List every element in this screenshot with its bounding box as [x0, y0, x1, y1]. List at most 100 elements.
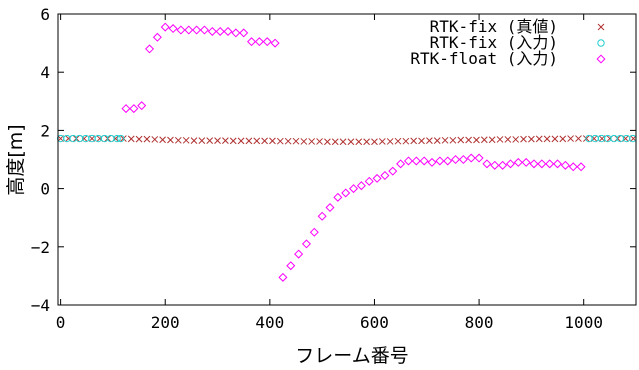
rtk-float-input-point — [184, 25, 194, 35]
legend-entry-rtk-fix-true-marker — [597, 23, 605, 31]
rtk-fix-true-point — [198, 137, 206, 144]
rtk-float-input-point — [513, 157, 523, 167]
rtk-float-input-point — [498, 160, 508, 170]
rtk-float-input-point — [223, 26, 233, 36]
rtk-float-input-point — [129, 104, 139, 114]
rtk-fix-input-point — [117, 134, 125, 143]
rtk-fix-true-point — [426, 137, 433, 144]
rtk-fix-true-point — [575, 135, 582, 142]
rtk-fix-true-point — [222, 137, 229, 144]
rtk-float-input-point — [247, 37, 257, 47]
rtk-fix-true-point — [174, 136, 182, 144]
rtk-float-input-point — [333, 192, 343, 202]
rtk-fix-true-point — [433, 137, 441, 144]
rtk-float-input-point — [490, 160, 500, 170]
rtk-fix-true-point — [300, 138, 308, 145]
rtk-fix-true-point — [206, 137, 214, 144]
rtk-fix-true-point — [551, 135, 559, 143]
rtk-float-input-point — [427, 157, 437, 167]
rtk-fix-true-point — [276, 137, 284, 145]
rtk-float-input-point — [137, 101, 147, 111]
rtk-fix-input-point — [610, 134, 618, 143]
rtk-fix-true-point — [355, 138, 363, 146]
rtk-float-input-point — [160, 22, 170, 32]
legend-entry-rtk-fix-input-marker — [597, 39, 605, 47]
legend: RTK-fix (真値)RTK-fix (入力)RTK-float (入力) — [410, 17, 606, 68]
rtk-float-input-point — [451, 154, 461, 165]
rtk-float-input-point — [411, 156, 421, 166]
rtk-fix-true-point — [371, 138, 378, 146]
rtk-fix-true-point — [269, 137, 276, 145]
rtk-float-input-point — [349, 184, 359, 194]
rtk-float-input-point — [270, 38, 280, 48]
rtk-fix-true-point — [582, 135, 590, 142]
rtk-float-input-point — [356, 181, 366, 191]
rtk-fix-true-point — [394, 137, 402, 145]
rtk-fix-true-point — [512, 136, 520, 143]
rtk-fix-true-point — [261, 137, 268, 145]
rtk-fix-true-point — [567, 135, 574, 142]
x-tick-label: 600 — [360, 313, 389, 332]
rtk-fix-true-point — [214, 137, 221, 144]
rtk-float-input-point — [341, 188, 351, 198]
rtk-fix-true-point — [120, 135, 127, 142]
rtk-float-input-point — [152, 32, 162, 42]
rtk-fix-true-point — [127, 135, 135, 143]
rtk-fix-input-point — [591, 134, 599, 143]
rtk-fix-true-point — [528, 135, 535, 143]
rtk-fix-true-point — [473, 136, 480, 144]
rtk-fix-true-point — [363, 138, 370, 146]
rtk-float-input-point — [466, 153, 476, 163]
rtk-fix-true-point — [151, 136, 159, 143]
rtk-float-input-point — [309, 227, 319, 237]
legend-entry-rtk-float-input-label: RTK-float (入力) — [410, 49, 558, 68]
rtk-fix-input-point — [100, 134, 109, 143]
rtk-fix-true-point — [488, 136, 496, 144]
rtk-float-input-point — [576, 162, 586, 172]
rtk-float-input-point — [294, 249, 304, 259]
legend-entry-rtk-fix-input-label: RTK-fix (入力) — [430, 33, 558, 52]
rtk-float-input-point — [403, 156, 413, 166]
rtk-fix-input-point — [622, 134, 631, 143]
rtk-fix-true-point — [331, 138, 339, 146]
x-tick-label: 1000 — [564, 313, 603, 332]
y-tick-label: 0 — [40, 180, 50, 199]
rtk-fix-true-point — [386, 138, 394, 145]
y-axis-title: 高度[m] — [5, 124, 27, 195]
rtk-fix-true-point — [378, 138, 386, 145]
ticks-layer: 0 200 400 600 800 1000 −4 −2 0 2 4 6 — [31, 5, 636, 332]
legend-entry-rtk-float-input-marker — [596, 54, 606, 64]
rtk-float-input-point — [545, 159, 555, 169]
rtk-float-input-point — [568, 162, 578, 172]
rtk-float-input-point — [239, 28, 249, 38]
rtk-float-input-point — [372, 173, 382, 183]
rtk-float-input-point — [560, 160, 570, 170]
rtk-float-input-point — [482, 159, 492, 169]
rtk-float-input-point — [231, 28, 241, 38]
rtk-fix-true-point — [182, 136, 190, 144]
rtk-fix-true-point — [316, 138, 323, 145]
y-tick-label: −2 — [31, 238, 50, 257]
rtk-float-input-point — [278, 272, 288, 282]
rtk-fix-true-point — [324, 138, 331, 146]
plot-frame — [57, 13, 637, 306]
rtk-float-input-point — [176, 25, 186, 35]
rtk-fix-true-point — [449, 136, 457, 144]
rtk-float-input-point — [168, 24, 178, 34]
rtk-float-input-point — [145, 44, 155, 54]
rtk-float-input-point — [121, 104, 131, 114]
rtk-float-input-point — [317, 211, 327, 221]
rtk-fix-true-point — [441, 136, 449, 144]
rtk-fix-true-point — [410, 137, 418, 145]
rtk-float-input-point — [364, 176, 374, 186]
rtk-fix-true-point — [543, 135, 551, 143]
rtk-float-input-point — [199, 25, 209, 35]
y-tick-label: 2 — [40, 121, 50, 140]
legend-entry-rtk-fix-true-label: RTK-fix (真値) — [430, 17, 558, 36]
rtk-fix-true-point — [167, 136, 174, 144]
rtk-float-input-point — [521, 157, 531, 167]
rtk-float-input-point — [529, 159, 539, 169]
rtk-fix-true-point — [190, 137, 198, 144]
rtk-fix-true-point — [57, 135, 64, 142]
